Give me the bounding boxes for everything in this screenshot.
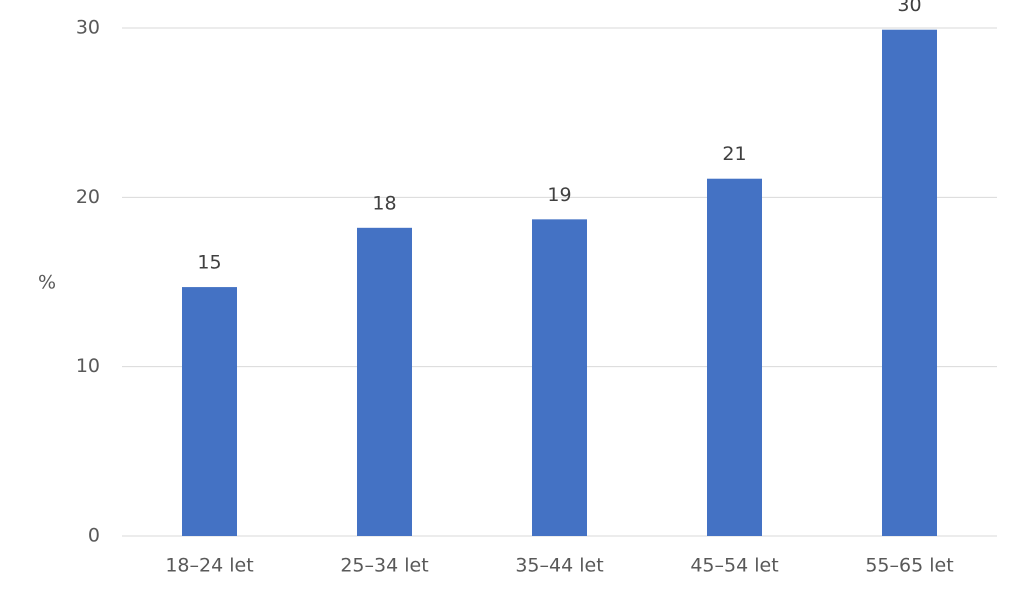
y-tick-label: 0 [88,525,100,547]
bar [707,178,762,536]
bar [532,219,587,536]
x-tick-label: 18–24 let [165,555,253,577]
bar [882,29,937,537]
y-tick-label: 10 [76,355,100,377]
value-label: 21 [722,143,746,165]
x-tick-label: 35–44 let [515,555,603,577]
x-tick-label: 45–54 let [690,555,778,577]
y-tick-label: 20 [76,186,100,208]
x-tick-label: 25–34 let [340,555,428,577]
value-label: 19 [547,184,571,206]
bar [357,227,412,536]
value-label: 18 [372,192,396,214]
y-tick-label: 30 [76,17,100,39]
bar [182,287,237,536]
value-label: 30 [897,0,921,16]
x-tick-label: 55–65 let [865,555,953,577]
y-axis-label: % [38,272,56,294]
value-label: 15 [197,252,221,274]
